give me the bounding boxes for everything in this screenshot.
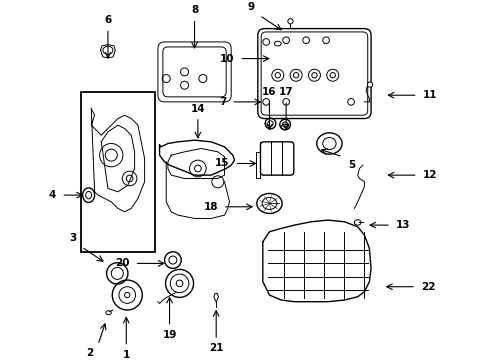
Text: 13: 13	[395, 220, 410, 230]
Polygon shape	[159, 140, 234, 175]
Text: 19: 19	[162, 330, 176, 340]
Text: 4: 4	[49, 190, 56, 200]
Text: 14: 14	[190, 104, 205, 113]
Text: 21: 21	[208, 343, 223, 354]
Bar	[256, 152, 260, 179]
Text: 15: 15	[215, 158, 229, 168]
Text: 18: 18	[203, 202, 218, 212]
Ellipse shape	[287, 19, 292, 24]
Polygon shape	[262, 220, 370, 302]
Text: 6: 6	[104, 15, 111, 25]
Text: 16: 16	[262, 87, 276, 97]
Ellipse shape	[366, 82, 372, 87]
Text: 20: 20	[115, 258, 129, 269]
Text: 22: 22	[420, 282, 435, 292]
Text: 5: 5	[347, 160, 354, 170]
Text: 8: 8	[190, 5, 198, 15]
Text: 9: 9	[247, 2, 254, 12]
Text: 3: 3	[69, 233, 76, 243]
Text: 2: 2	[85, 348, 93, 358]
Text: 12: 12	[422, 170, 436, 180]
Text: 7: 7	[218, 97, 226, 107]
Polygon shape	[101, 45, 115, 58]
Text: 11: 11	[422, 90, 436, 100]
Text: 1: 1	[122, 350, 130, 360]
Bar	[81, 92, 154, 252]
Text: 17: 17	[278, 87, 293, 97]
Text: 10: 10	[220, 54, 234, 64]
